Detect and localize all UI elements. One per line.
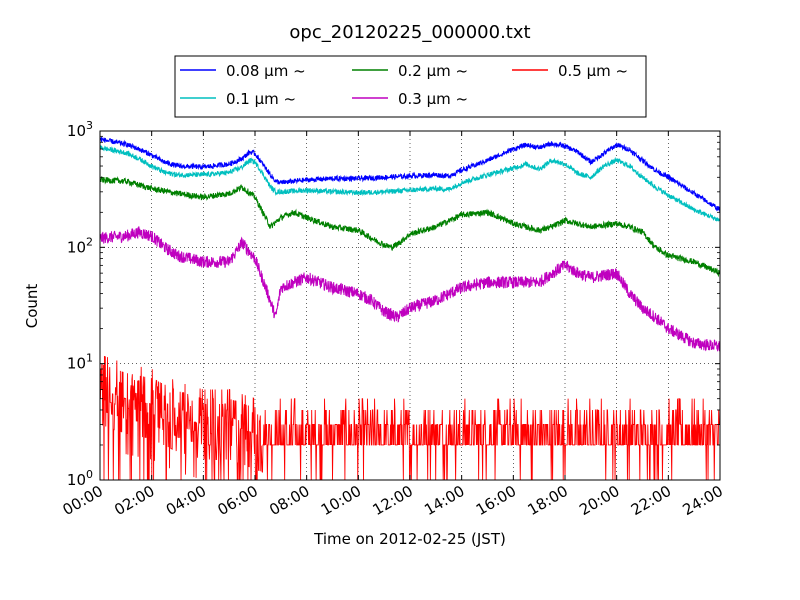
x-axis-label: Time on 2012-02-25 (JST) <box>313 530 506 548</box>
y-tick-label: 103 <box>67 119 93 140</box>
x-tick-label: 04:00 <box>163 482 209 519</box>
grid-lines <box>100 131 720 480</box>
x-tick-label: 24:00 <box>680 482 726 519</box>
y-tick-label: 100 <box>67 468 93 489</box>
series-line-0 <box>100 136 720 213</box>
chart-title: opc_20120225_000000.txt <box>289 22 530 43</box>
y-tick-label: 102 <box>67 235 93 256</box>
series-layer <box>100 136 720 480</box>
y-tick-label: 101 <box>67 352 93 373</box>
series-line-3 <box>100 226 720 352</box>
x-tick-label: 16:00 <box>473 482 519 519</box>
legend-label-2: 0.2 μm ~ <box>398 62 468 80</box>
legend-label-0: 0.08 μm ~ <box>226 62 306 80</box>
legend-box <box>174 55 647 118</box>
series-line-2 <box>100 175 720 278</box>
x-tick-label: 18:00 <box>525 482 571 519</box>
x-tick-label: 10:00 <box>318 482 364 519</box>
x-tick-label: 14:00 <box>421 482 467 519</box>
legend-label-1: 0.1 μm ~ <box>226 90 296 108</box>
x-tick-label: 02:00 <box>111 482 157 519</box>
legend-label-4: 0.5 μm ~ <box>558 62 628 80</box>
series-line-1 <box>100 145 720 222</box>
x-tick-label: 12:00 <box>370 482 416 519</box>
x-tick-label: 20:00 <box>576 482 622 519</box>
legend-label-3: 0.3 μm ~ <box>398 90 468 108</box>
x-tick-label: 22:00 <box>628 482 674 519</box>
y-axis-label: Count <box>23 284 41 329</box>
legend: 0.08 μm ~ 0.1 μm ~ 0.2 μm ~ 0.3 μm ~ 0.5 μm … <box>174 55 647 118</box>
x-tick-label: 06:00 <box>215 482 261 519</box>
series-line-4 <box>100 356 720 480</box>
x-tick-label: 08:00 <box>266 482 312 519</box>
